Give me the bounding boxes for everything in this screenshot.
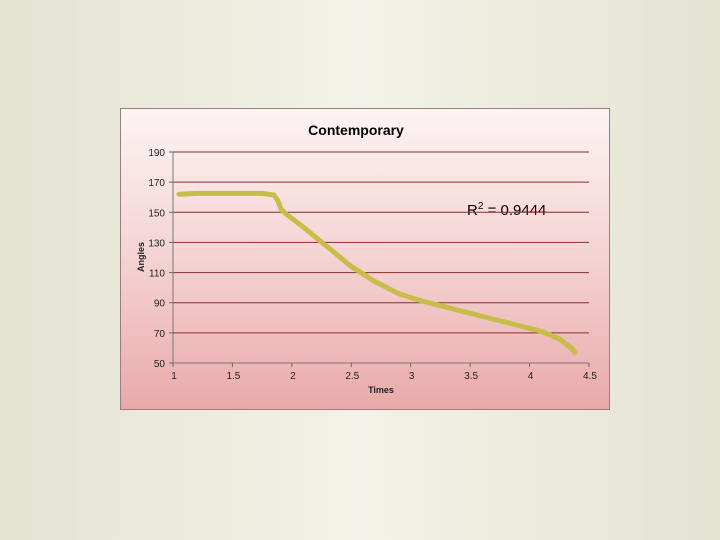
x-axis-label: Times (368, 385, 394, 395)
chart-area: Contemporary Times Angles R2 = 0.9444 19… (120, 108, 610, 410)
r-squared-base: R (467, 202, 478, 219)
y-tick-label: 110 (149, 269, 165, 280)
r-squared-superscript: 2 (478, 201, 484, 212)
y-tick-labels: 190 170 150 130 110 90 70 50 (148, 148, 165, 370)
y-tick-label: 170 (148, 178, 165, 189)
y-axis-label: Angles (136, 242, 146, 272)
y-tick-label: 190 (148, 148, 165, 159)
x-tick-label: 1 (171, 371, 177, 382)
x-tick-label: 4 (528, 371, 534, 382)
series-line-0 (176, 190, 578, 355)
r-squared-value: = 0.9444 (483, 202, 546, 219)
chart-title: Contemporary (308, 122, 404, 138)
x-tick-label: 4.5 (583, 371, 597, 382)
x-tick-label: 3.5 (464, 371, 478, 382)
y-tick-label: 50 (154, 359, 166, 370)
y-tick-label: 90 (154, 299, 166, 310)
x-tick-label: 1.5 (226, 371, 240, 382)
y-tick-label: 150 (148, 208, 165, 219)
x-tick-label: 2.5 (345, 371, 359, 382)
x-tick-label: 3 (409, 371, 415, 382)
line-chart: Contemporary Times Angles R2 = 0.9444 19… (136, 122, 597, 395)
gridlines (169, 151, 590, 367)
y-tick-label: 130 (148, 238, 165, 249)
x-tick-label: 2 (290, 371, 296, 382)
r-squared-annotation: R2 = 0.9444 (467, 201, 546, 219)
y-tick-label: 70 (154, 329, 166, 340)
series-layer (176, 190, 578, 355)
x-tick-labels: 1 1.5 2 2.5 3 3.5 4 4.5 (171, 371, 597, 382)
